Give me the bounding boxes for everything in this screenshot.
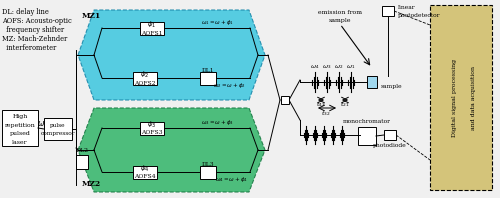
Bar bbox=[200, 71, 216, 85]
Text: frequency shifter: frequency shifter bbox=[2, 26, 64, 34]
Bar bbox=[44, 118, 72, 140]
Bar bbox=[281, 96, 289, 104]
Text: $t_{32}$: $t_{32}$ bbox=[321, 109, 331, 118]
Text: emission from: emission from bbox=[318, 10, 362, 14]
Text: repetition: repetition bbox=[4, 123, 36, 128]
Text: $\omega_1 = \omega + \phi_1$: $\omega_1 = \omega + \phi_1$ bbox=[202, 17, 234, 27]
Bar bbox=[140, 122, 164, 134]
Text: $t_{43}$: $t_{43}$ bbox=[316, 101, 326, 109]
Text: AOFS: Acousto-optic: AOFS: Acousto-optic bbox=[2, 17, 72, 25]
Text: $\omega_2$: $\omega_2$ bbox=[334, 63, 344, 71]
Text: photodetector: photodetector bbox=[398, 12, 440, 17]
Text: DL2: DL2 bbox=[76, 148, 88, 153]
Text: sample: sample bbox=[381, 84, 402, 89]
Text: $\omega_3 = \omega + \phi_3$: $\omega_3 = \omega + \phi_3$ bbox=[202, 117, 234, 127]
Text: MZ: Mach-Zehnder: MZ: Mach-Zehnder bbox=[2, 35, 67, 43]
Text: DL: delay line: DL: delay line bbox=[2, 8, 49, 16]
Text: pulse: pulse bbox=[50, 123, 66, 128]
Text: $\omega_4 = \omega + \phi_4$: $\omega_4 = \omega + \phi_4$ bbox=[216, 174, 248, 184]
Text: pulsed: pulsed bbox=[10, 131, 30, 136]
Text: MZ1: MZ1 bbox=[82, 12, 101, 20]
Bar bbox=[2, 110, 38, 146]
Polygon shape bbox=[78, 108, 265, 192]
Text: $\omega$: $\omega$ bbox=[37, 120, 45, 129]
Text: monochromator: monochromator bbox=[343, 118, 391, 124]
Text: $\omega_4$: $\omega_4$ bbox=[310, 63, 320, 71]
Bar bbox=[76, 155, 88, 169]
Text: DL1: DL1 bbox=[202, 68, 214, 72]
Bar bbox=[140, 22, 164, 34]
Polygon shape bbox=[78, 10, 265, 100]
Text: $\phi_2$: $\phi_2$ bbox=[140, 70, 149, 80]
Text: $\phi_3$: $\phi_3$ bbox=[148, 120, 156, 130]
Text: linear: linear bbox=[398, 5, 415, 10]
Text: sample: sample bbox=[329, 17, 351, 23]
Text: AOFS3: AOFS3 bbox=[141, 130, 163, 135]
Text: $\omega_1$: $\omega_1$ bbox=[346, 63, 356, 71]
Text: $\phi_1$: $\phi_1$ bbox=[148, 20, 156, 30]
Bar bbox=[430, 5, 492, 190]
Text: interferometer: interferometer bbox=[2, 44, 56, 52]
Text: photodiode: photodiode bbox=[373, 143, 407, 148]
Text: AOFS1: AOFS1 bbox=[141, 30, 163, 35]
Text: AOFS4: AOFS4 bbox=[134, 174, 156, 180]
Text: and data acquisition: and data acquisition bbox=[471, 66, 476, 129]
Text: $\phi_4$: $\phi_4$ bbox=[140, 164, 149, 174]
Text: $\omega_3$: $\omega_3$ bbox=[322, 63, 332, 71]
Bar bbox=[382, 6, 394, 16]
Bar bbox=[133, 166, 157, 179]
Bar bbox=[367, 76, 377, 88]
Text: AOFS2: AOFS2 bbox=[134, 81, 156, 86]
Text: Digital signal processing: Digital signal processing bbox=[452, 58, 458, 137]
Text: DL3: DL3 bbox=[202, 162, 214, 167]
Text: MZ2: MZ2 bbox=[82, 180, 101, 188]
Text: High: High bbox=[12, 113, 28, 118]
Text: $t_{21}$: $t_{21}$ bbox=[340, 101, 350, 109]
Bar bbox=[358, 127, 376, 145]
Bar bbox=[200, 166, 216, 179]
Bar bbox=[384, 130, 396, 140]
Text: $\omega_2 = \omega + \phi_2$: $\omega_2 = \omega + \phi_2$ bbox=[214, 81, 246, 89]
Bar bbox=[133, 71, 157, 85]
Text: compressor: compressor bbox=[40, 130, 76, 135]
Text: laser: laser bbox=[12, 141, 28, 146]
